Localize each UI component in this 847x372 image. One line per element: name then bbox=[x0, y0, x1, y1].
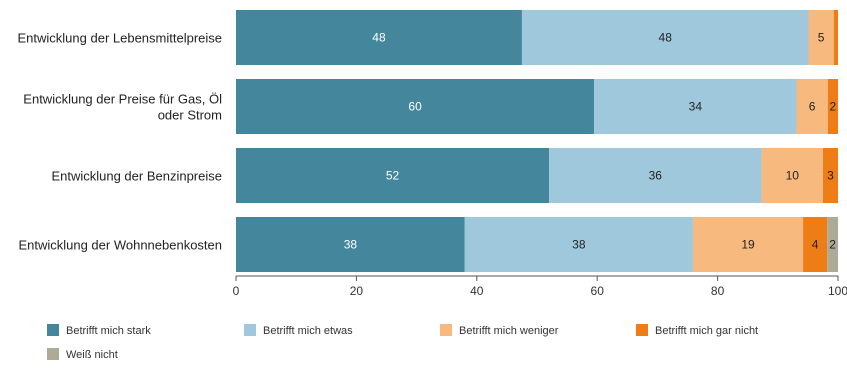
legend-swatch bbox=[47, 348, 59, 360]
data-label: 3 bbox=[827, 169, 834, 183]
bar-segment bbox=[236, 217, 465, 272]
data-label: 38 bbox=[344, 238, 358, 252]
data-label: 48 bbox=[372, 31, 386, 45]
bar-row: 52 36 10 3 bbox=[236, 148, 838, 203]
x-tick-label: 20 bbox=[350, 284, 364, 298]
bar-segment bbox=[549, 148, 762, 203]
data-label: 2 bbox=[830, 100, 837, 114]
bar-segment bbox=[827, 79, 838, 134]
bar-segment bbox=[692, 217, 804, 272]
data-label: 4 bbox=[812, 238, 819, 252]
bar-segment bbox=[761, 148, 823, 203]
category-label: Entwicklung der Wohnnebenkosten bbox=[18, 238, 222, 253]
bar-segment bbox=[827, 217, 838, 272]
bar-segment bbox=[236, 79, 595, 134]
bar-segment bbox=[464, 217, 693, 272]
data-label: 2 bbox=[829, 238, 836, 252]
bar-segment bbox=[803, 217, 828, 272]
legend-label: Betrifft mich weniger bbox=[459, 325, 559, 337]
category-label: Entwicklung der Benzinpreise bbox=[51, 169, 222, 184]
data-label: 10 bbox=[786, 169, 800, 183]
data-label: 52 bbox=[386, 169, 400, 183]
category-label: oder Strom bbox=[158, 108, 222, 123]
x-tick-label: 60 bbox=[591, 284, 605, 298]
bar-row: 60 34 6 2 bbox=[236, 79, 838, 134]
x-axis: 0 20 40 60 80 100 bbox=[233, 275, 847, 298]
x-tick-label: 40 bbox=[470, 284, 484, 298]
legend-swatch bbox=[47, 324, 59, 336]
bar-segment bbox=[796, 79, 828, 134]
bar-segment bbox=[822, 148, 838, 203]
legend: Betrifft mich stark Betrifft mich etwas Be… bbox=[47, 324, 758, 361]
legend-item: Betrifft mich stark bbox=[47, 324, 151, 337]
category-label: Entwicklung der Preise für Gas, Öl bbox=[23, 92, 222, 107]
data-label: 34 bbox=[689, 100, 703, 114]
bar-segment bbox=[808, 10, 834, 65]
bar-segment bbox=[594, 79, 797, 134]
bar-segment bbox=[236, 10, 522, 65]
data-label: 6 bbox=[809, 100, 816, 114]
x-tick-label: 100 bbox=[828, 284, 847, 298]
category-labels: Entwicklung der Lebensmittelpreise Entwic… bbox=[18, 31, 223, 253]
legend-swatch bbox=[244, 324, 256, 336]
x-tick-label: 80 bbox=[711, 284, 725, 298]
data-label: 38 bbox=[572, 238, 586, 252]
legend-label: Betrifft mich etwas bbox=[263, 325, 353, 337]
bar-row: 38 38 19 4 2 bbox=[236, 217, 838, 272]
bar-segment bbox=[236, 148, 550, 203]
data-label: 5 bbox=[818, 31, 825, 45]
legend-swatch bbox=[636, 324, 648, 336]
bar-segment bbox=[833, 10, 838, 65]
bar-row: 48 48 5 bbox=[236, 10, 838, 65]
x-tick-label: 0 bbox=[233, 284, 240, 298]
data-label: 19 bbox=[741, 238, 755, 252]
data-label: 48 bbox=[659, 31, 673, 45]
legend-item: Betrifft mich gar nicht bbox=[636, 324, 758, 337]
legend-item: Betrifft mich weniger bbox=[440, 324, 559, 337]
legend-label: Betrifft mich stark bbox=[66, 325, 151, 337]
data-label: 36 bbox=[649, 169, 663, 183]
legend-item: Weiß nicht bbox=[47, 348, 118, 361]
category-label: Entwicklung der Lebensmittelpreise bbox=[18, 31, 223, 46]
bars-group: 48 48 560 34 6 252 36 10 338 38 19 4 2 bbox=[236, 10, 838, 272]
data-label: 60 bbox=[408, 100, 422, 114]
legend-item: Betrifft mich etwas bbox=[244, 324, 353, 337]
legend-swatch bbox=[440, 324, 452, 336]
bar-segment bbox=[521, 10, 809, 65]
legend-label: Betrifft mich gar nicht bbox=[655, 325, 758, 337]
legend-label: Weiß nicht bbox=[66, 349, 118, 361]
